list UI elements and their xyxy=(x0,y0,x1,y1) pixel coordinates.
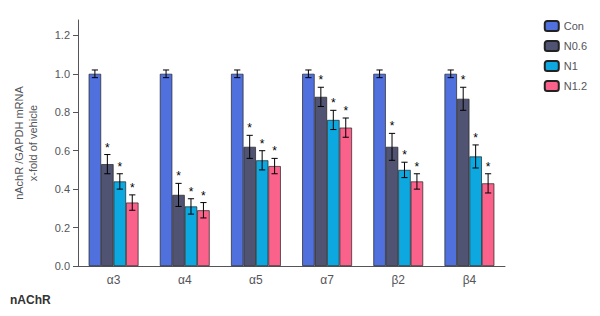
svg-text:x-fold of vehicle: x-fold of vehicle xyxy=(27,105,39,181)
svg-text:*: * xyxy=(331,96,336,110)
svg-text:Con: Con xyxy=(564,20,584,32)
svg-text:*: * xyxy=(473,131,478,145)
svg-text:β2: β2 xyxy=(391,273,405,287)
svg-text:N1.2: N1.2 xyxy=(564,80,587,92)
svg-text:*: * xyxy=(272,144,277,158)
svg-text:α7: α7 xyxy=(320,273,334,287)
svg-text:*: * xyxy=(486,160,491,174)
svg-text:*: * xyxy=(343,104,348,118)
svg-text:0.6: 0.6 xyxy=(55,145,70,157)
svg-text:*: * xyxy=(130,181,135,195)
svg-text:α4: α4 xyxy=(178,273,192,287)
svg-text:*: * xyxy=(415,160,420,174)
svg-text:nAchR /GAPDH mRNA: nAchR /GAPDH mRNA xyxy=(13,85,25,199)
svg-text:0.2: 0.2 xyxy=(55,222,70,234)
svg-text:0.8: 0.8 xyxy=(55,106,70,118)
svg-text:*: * xyxy=(260,137,265,151)
svg-text:0.0: 0.0 xyxy=(55,260,70,272)
svg-text:0.4: 0.4 xyxy=(55,183,70,195)
svg-text:N0.6: N0.6 xyxy=(564,40,587,52)
svg-text:*: * xyxy=(105,141,110,155)
svg-text:*: * xyxy=(201,189,206,203)
svg-text:β4: β4 xyxy=(463,273,477,287)
svg-text:*: * xyxy=(461,73,466,87)
svg-text:*: * xyxy=(319,73,324,87)
svg-text:*: * xyxy=(402,148,407,162)
svg-text:*: * xyxy=(176,169,181,183)
svg-text:N1: N1 xyxy=(564,60,578,72)
svg-text:*: * xyxy=(117,160,122,174)
svg-text:*: * xyxy=(189,185,194,199)
svg-text:*: * xyxy=(247,121,252,135)
svg-text:1.0: 1.0 xyxy=(55,68,70,80)
svg-text:α3: α3 xyxy=(107,273,121,287)
svg-text:1.2: 1.2 xyxy=(55,29,70,41)
svg-text:α5: α5 xyxy=(249,273,263,287)
svg-text:nAChR: nAChR xyxy=(10,293,51,307)
svg-text:*: * xyxy=(390,119,395,133)
